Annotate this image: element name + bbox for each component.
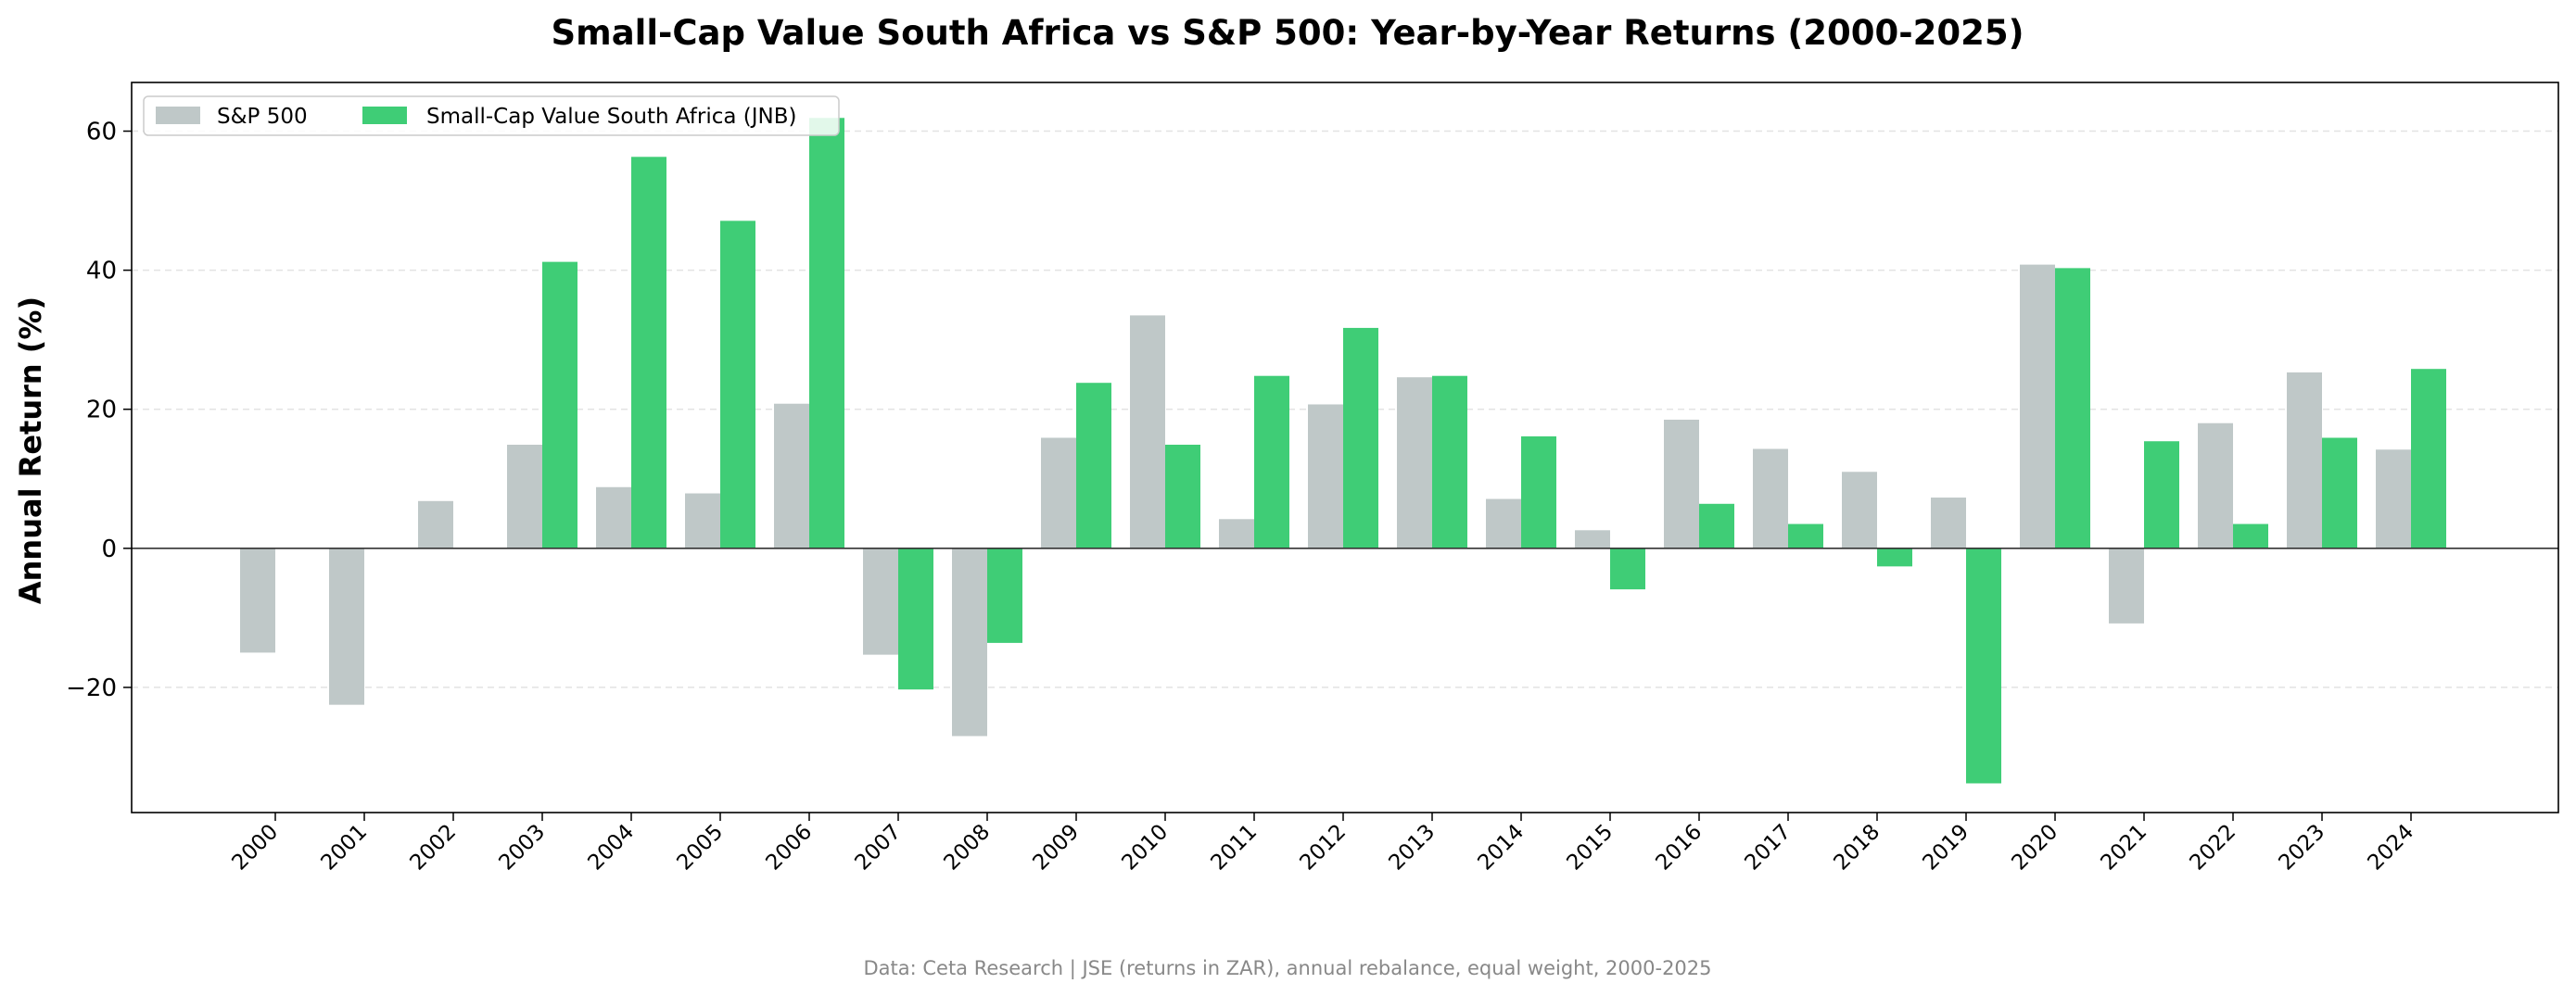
bar-sp500-2021 [2109, 548, 2144, 624]
bar-south-africa-2003 [542, 261, 577, 548]
bar-sp500-2014 [1486, 498, 1521, 548]
source-note: Data: Ceta Research | JSE (returns in ZA… [863, 957, 1711, 980]
chart-title: Small-Cap Value South Africa vs S&P 500:… [552, 13, 2024, 53]
bar-sp500-2010 [1130, 315, 1165, 548]
bar-south-africa-2005 [720, 221, 755, 548]
y-tick-label: 20 [86, 397, 117, 424]
bar-south-africa-2004 [631, 157, 666, 548]
bar-south-africa-2006 [809, 118, 844, 548]
legend-swatch-sp500 [156, 107, 200, 124]
bar-south-africa-2014 [1521, 435, 1556, 548]
bar-sp500-2015 [1575, 530, 1610, 548]
bar-group [240, 118, 2446, 784]
y-tick-label: −20 [66, 675, 117, 702]
bar-sp500-2000 [240, 548, 275, 653]
bar-sp500-2012 [1308, 404, 1343, 548]
bar-sp500-2008 [952, 548, 987, 737]
bar-south-africa-2018 [1877, 548, 1912, 567]
y-tick-label: 40 [86, 258, 117, 285]
bar-south-africa-2024 [2411, 369, 2446, 548]
bar-south-africa-2013 [1432, 375, 1467, 548]
y-axis-ticks: 60 40 20 0 −20 [66, 119, 132, 702]
bar-sp500-2009 [1041, 437, 1076, 548]
bar-south-africa-2021 [2144, 441, 2179, 548]
bar-sp500-2006 [774, 403, 809, 548]
bar-south-africa-2009 [1076, 383, 1111, 548]
bar-south-africa-2016 [1699, 503, 1734, 548]
bar-sp500-2022 [2198, 422, 2233, 548]
bar-sp500-2011 [1219, 519, 1254, 548]
bar-south-africa-2008 [987, 548, 1022, 643]
bar-sp500-2024 [2376, 449, 2411, 548]
legend: S&P 500 Small-Cap Value South Africa (JN… [143, 95, 840, 136]
bar-south-africa-2023 [2322, 437, 2357, 548]
bar-south-africa-2022 [2233, 523, 2268, 548]
bar-sp500-2013 [1397, 377, 1432, 548]
bar-sp500-2004 [596, 486, 631, 548]
bar-sp500-2002 [418, 500, 453, 548]
bar-south-africa-2017 [1788, 523, 1823, 548]
bar-sp500-2019 [1931, 498, 1966, 548]
bar-sp500-2018 [1842, 472, 1877, 548]
bar-sp500-2003 [507, 444, 542, 548]
y-axis-label: Annual Return (%) [13, 296, 48, 604]
bar-sp500-2016 [1664, 419, 1699, 548]
legend-label-sp500: S&P 500 [217, 105, 308, 129]
bar-sp500-2005 [685, 493, 720, 548]
bar-south-africa-2019 [1966, 548, 2001, 784]
bar-sp500-2023 [2287, 372, 2322, 548]
bar-sp500-2020 [2020, 264, 2055, 548]
bar-south-africa-2010 [1165, 444, 1200, 548]
bar-sp500-2017 [1753, 448, 1788, 548]
legend-box [143, 95, 840, 136]
bar-sp500-2001 [329, 548, 364, 705]
legend-swatch-south-africa [362, 107, 407, 124]
bar-south-africa-2007 [898, 548, 933, 690]
bar-south-africa-2020 [2055, 268, 2090, 548]
bar-south-africa-2011 [1254, 375, 1289, 548]
bar-south-africa-2015 [1610, 548, 1645, 590]
y-tick-label: 0 [101, 536, 117, 563]
y-tick-label: 60 [86, 119, 117, 146]
legend-label-south-africa: Small-Cap Value South Africa (JNB) [426, 105, 797, 129]
plot-frame [131, 82, 2559, 813]
bar-sp500-2007 [863, 548, 898, 655]
bar-south-africa-2012 [1343, 327, 1378, 548]
